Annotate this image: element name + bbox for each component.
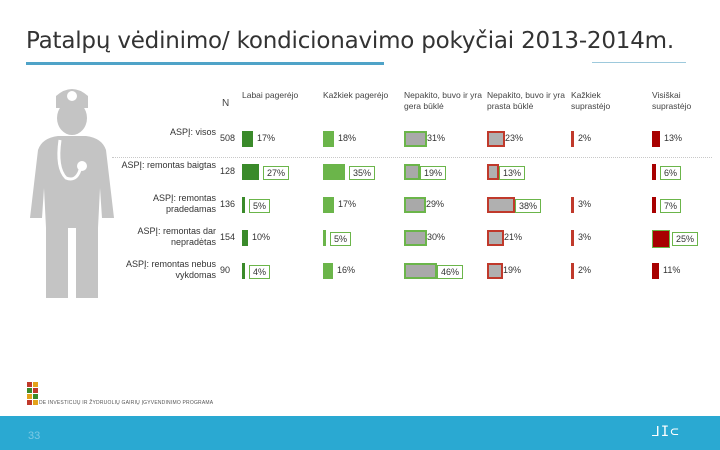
bar bbox=[487, 230, 504, 246]
row-n: 508 bbox=[220, 133, 236, 143]
program-logo bbox=[27, 382, 38, 405]
bar bbox=[242, 131, 253, 147]
footer-logo: ⅃I⊂ bbox=[652, 424, 680, 440]
bar bbox=[487, 197, 515, 213]
bar bbox=[571, 230, 574, 246]
value-label: 21% bbox=[504, 232, 523, 242]
bar bbox=[242, 263, 245, 279]
bar bbox=[652, 263, 659, 279]
n-header: N bbox=[222, 98, 230, 109]
bar bbox=[652, 131, 660, 147]
row-n: 128 bbox=[220, 166, 236, 176]
row-label: ASPĮ: remontas dar nepradėtas bbox=[137, 226, 216, 247]
bar bbox=[652, 197, 656, 213]
value-label: 5% bbox=[249, 199, 271, 213]
bar bbox=[323, 131, 334, 147]
value-label: 4% bbox=[249, 265, 271, 279]
row-n: 154 bbox=[220, 232, 236, 242]
slide-title: Patalpų vėdinimo/ kondicionavimo pokyčia… bbox=[26, 28, 674, 54]
value-label: 19% bbox=[503, 265, 522, 275]
value-label: 13% bbox=[499, 166, 526, 180]
column-header: Nepakito, buvo ir yra gera būklė bbox=[404, 90, 482, 111]
bar bbox=[242, 197, 245, 213]
bar bbox=[242, 230, 248, 246]
bar bbox=[323, 164, 345, 180]
row-label: ASPĮ: visos bbox=[169, 127, 216, 137]
value-label: 3% bbox=[578, 199, 592, 209]
value-label: 31% bbox=[427, 133, 446, 143]
value-label: 11% bbox=[663, 265, 681, 275]
value-label: 46% bbox=[437, 265, 464, 279]
doctor-silhouette-icon bbox=[30, 89, 114, 298]
row-label: ASPĮ: remontas nebus vykdomas bbox=[125, 259, 216, 280]
bar bbox=[571, 131, 574, 147]
page-number: 33 bbox=[28, 430, 41, 442]
value-label: 17% bbox=[257, 133, 276, 143]
bar bbox=[652, 230, 670, 248]
bar bbox=[404, 197, 426, 213]
value-label: 18% bbox=[338, 133, 357, 143]
value-label: 17% bbox=[338, 199, 357, 209]
title-underline bbox=[26, 62, 384, 65]
value-label: 7% bbox=[660, 199, 682, 213]
row-n: 90 bbox=[220, 265, 231, 275]
value-label: 25% bbox=[672, 232, 699, 246]
bar bbox=[323, 197, 334, 213]
footer-bar bbox=[0, 416, 720, 450]
bar bbox=[487, 131, 505, 147]
bar bbox=[404, 263, 437, 279]
value-label: 23% bbox=[505, 133, 524, 143]
bar bbox=[404, 131, 427, 147]
value-label: 2% bbox=[578, 265, 592, 275]
bar bbox=[652, 164, 656, 180]
logo-caption: DE INVESTICIJŲ IR ŽYDRUOLIŲ GAIRIŲ ĮGYVE… bbox=[39, 400, 214, 406]
row-n: 136 bbox=[220, 199, 236, 209]
bar bbox=[487, 164, 499, 180]
value-label: 19% bbox=[420, 166, 447, 180]
title-underline-secondary bbox=[592, 62, 686, 63]
value-label: 30% bbox=[427, 232, 446, 242]
value-label: 27% bbox=[263, 166, 290, 180]
value-label: 6% bbox=[660, 166, 682, 180]
column-header: Kažkiek pagerėjo bbox=[323, 90, 389, 100]
bar bbox=[323, 230, 326, 246]
value-label: 35% bbox=[349, 166, 376, 180]
bar bbox=[487, 263, 503, 279]
row-separator bbox=[112, 157, 712, 158]
value-label: 16% bbox=[337, 265, 356, 275]
value-label: 29% bbox=[426, 199, 445, 209]
row-label: ASPĮ: remontas pradedamas bbox=[152, 193, 216, 214]
bar bbox=[404, 164, 420, 180]
column-header: Nepakito, buvo ir yra prasta būklė bbox=[487, 90, 565, 111]
bar bbox=[571, 263, 574, 279]
value-label: 2% bbox=[578, 133, 592, 143]
column-header: Labai pagerėjo bbox=[242, 90, 299, 100]
value-label: 5% bbox=[330, 232, 352, 246]
value-label: 38% bbox=[515, 199, 542, 213]
value-label: 13% bbox=[664, 133, 683, 143]
bar bbox=[404, 230, 427, 246]
value-label: 10% bbox=[252, 232, 271, 242]
bar bbox=[242, 164, 259, 180]
bar bbox=[571, 197, 574, 213]
bar bbox=[323, 263, 333, 279]
row-label: ASPĮ: remontas baigtas bbox=[121, 160, 216, 170]
value-label: 3% bbox=[578, 232, 592, 242]
column-header: Visiškai suprastėjo bbox=[652, 90, 692, 111]
column-header: Kažkiek suprastėjo bbox=[571, 90, 611, 111]
